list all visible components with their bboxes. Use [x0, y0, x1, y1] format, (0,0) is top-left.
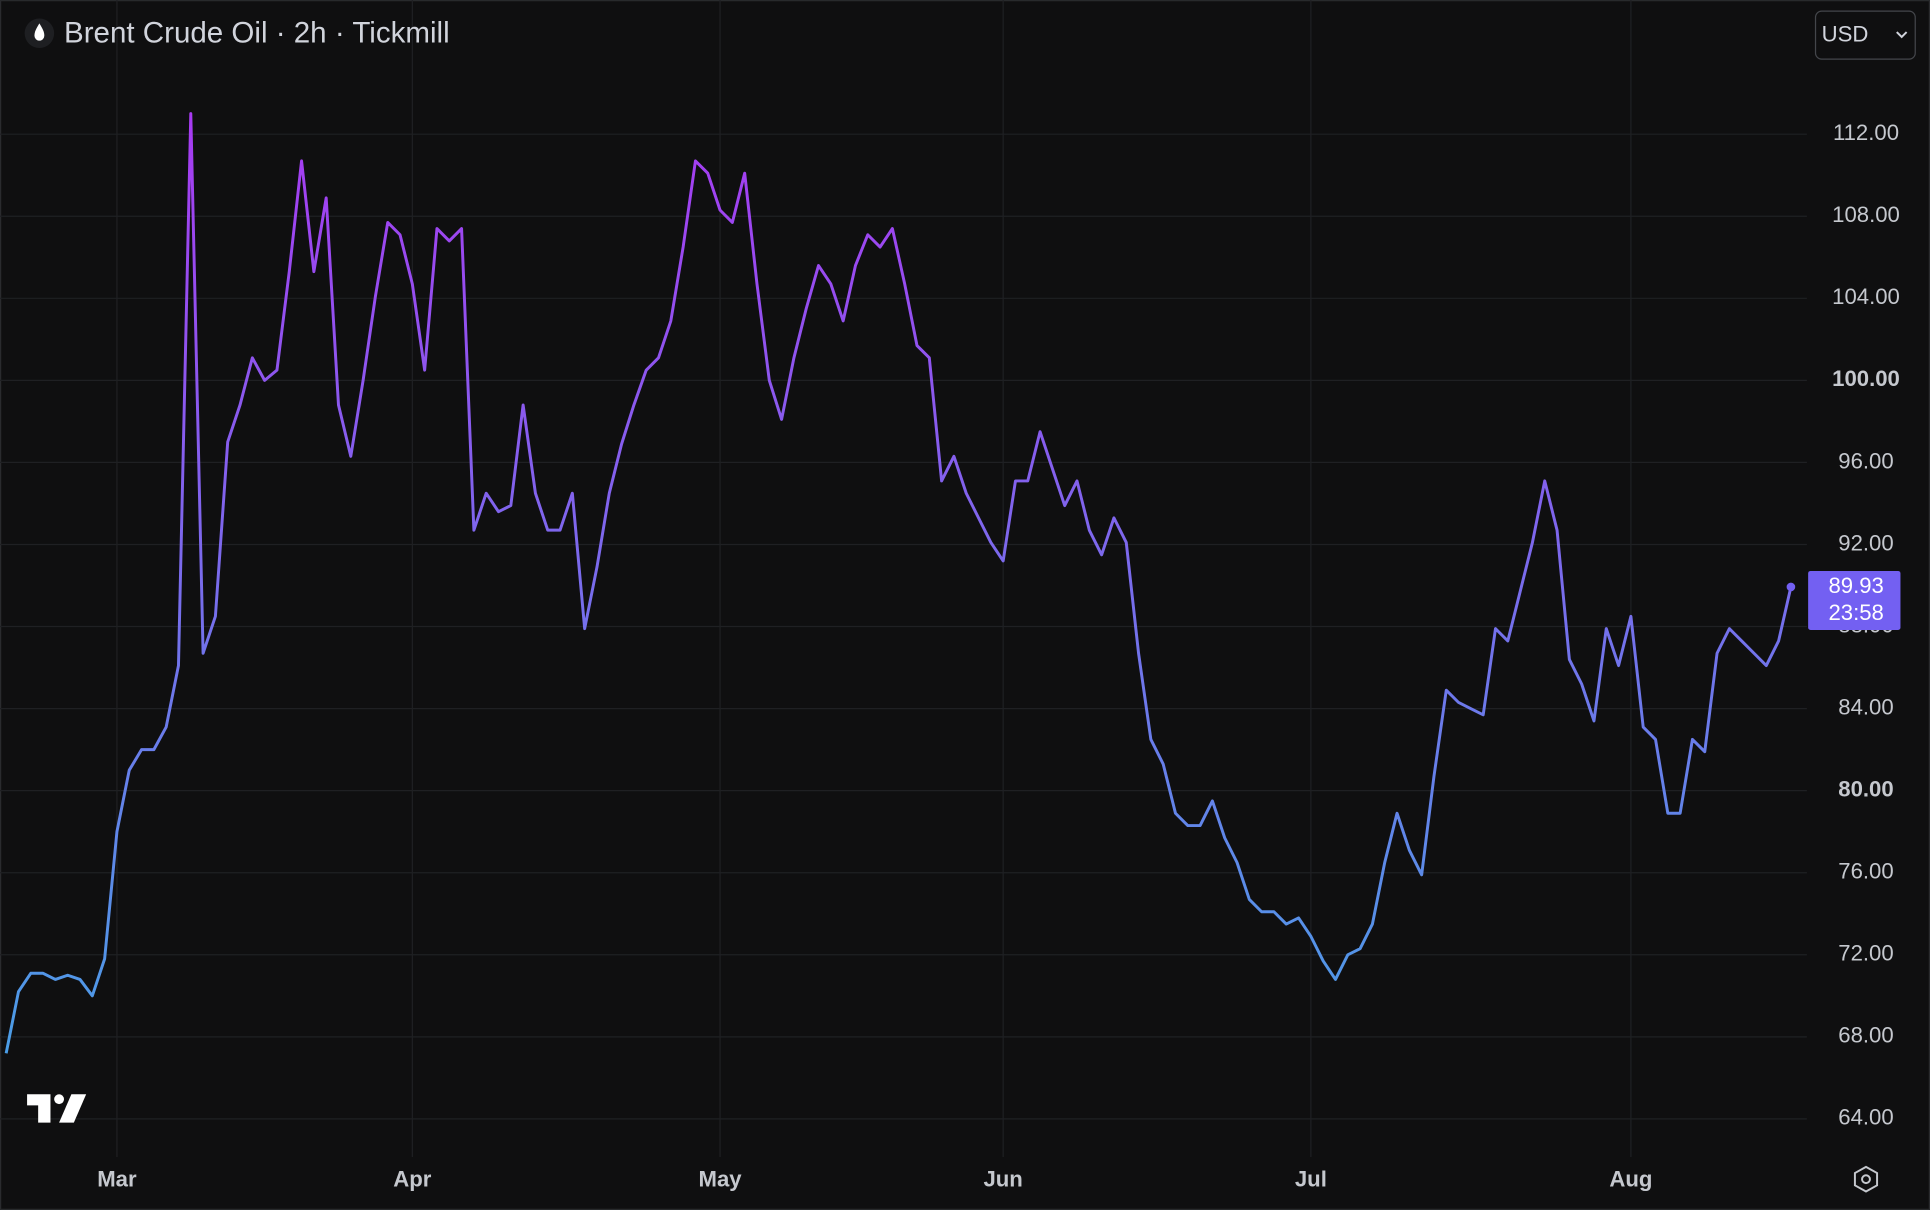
x-tick-label: May: [699, 1166, 743, 1191]
header: Brent Crude Oil · 2h · Tickmill: [24, 16, 450, 49]
currency-select[interactable]: USD: [1814, 10, 1916, 60]
x-tick-label: Jun: [983, 1166, 1022, 1191]
y-tick-label: 64.00: [1838, 1105, 1893, 1130]
x-tick-label: Aug: [1609, 1166, 1652, 1191]
last-point: [1786, 582, 1796, 592]
chevron-icon: [1896, 31, 1908, 39]
price-tag-countdown: 23:58: [1828, 600, 1883, 625]
y-tick-label: 100.00: [1832, 366, 1900, 391]
price-line: [4, 112, 1793, 1054]
y-tick-label: 68.00: [1838, 1023, 1893, 1048]
y-tick-label: 80.00: [1838, 776, 1893, 801]
settings-button[interactable]: [1853, 1165, 1879, 1193]
tradingview-logo: [27, 1094, 87, 1123]
chart-title: Brent Crude Oil · 2h · Tickmill: [64, 16, 450, 49]
x-tick-label: Jul: [1295, 1166, 1327, 1191]
plot-area: [4, 112, 1796, 1054]
drop-icon: [34, 23, 45, 41]
price-tag-value: 89.93: [1828, 573, 1883, 598]
settings-icon-center: [1861, 1174, 1871, 1185]
y-tick-label: 96.00: [1838, 448, 1893, 473]
currency-button[interactable]: [1814, 10, 1916, 60]
y-tick-label: 104.00: [1832, 284, 1900, 309]
y-tick-label: 76.00: [1838, 859, 1893, 884]
y-tick-label: 72.00: [1838, 941, 1893, 966]
grid: [0, 0, 1807, 1158]
price-tag: [1808, 570, 1901, 631]
y-tick-label: 92.00: [1838, 530, 1893, 555]
logo-v: [59, 1094, 87, 1123]
logo-dot: [54, 1094, 65, 1105]
y-tick-label: 112.00: [1833, 120, 1899, 145]
x-tick-label: Mar: [97, 1166, 137, 1191]
y-tick-label: 108.00: [1832, 202, 1900, 227]
settings-icon[interactable]: [1853, 1165, 1879, 1193]
currency-label[interactable]: USD: [1822, 22, 1869, 47]
y-tick-label: 84.00: [1838, 694, 1893, 719]
x-tick-label: Apr: [393, 1166, 432, 1191]
logo-t: [27, 1094, 51, 1123]
